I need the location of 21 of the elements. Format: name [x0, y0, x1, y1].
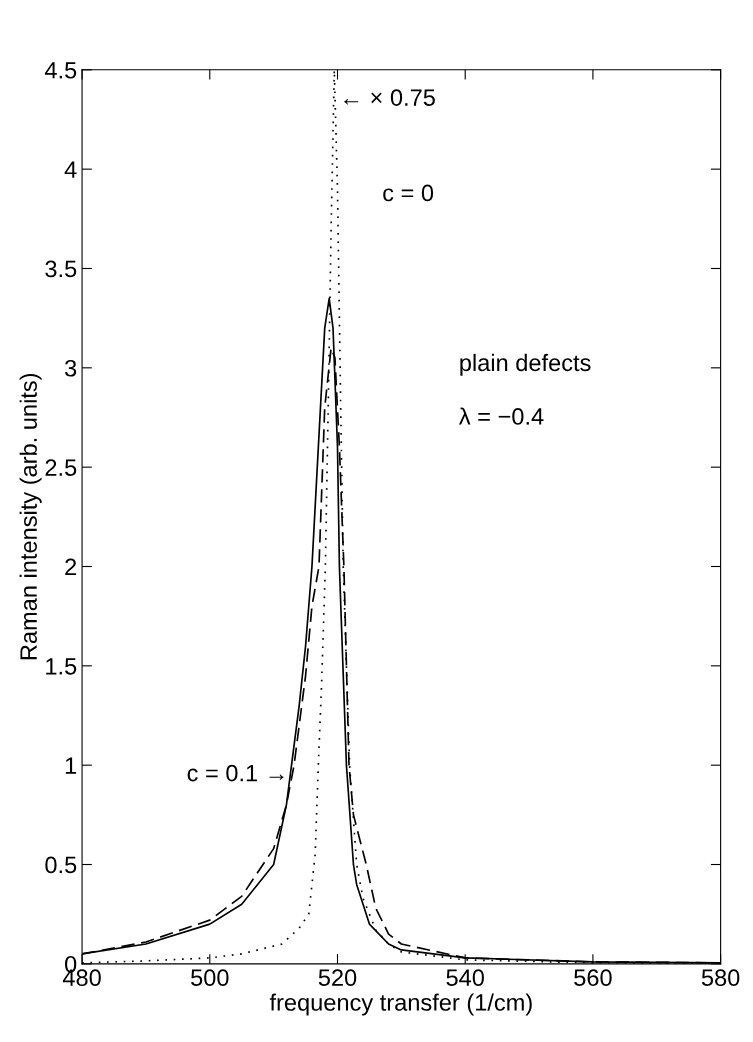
y-tick-label: 1: [65, 757, 77, 774]
y-tick-label: 4: [64, 161, 77, 178]
x-axis-title: frequency transfer (1/cm): [269, 993, 532, 1016]
x-tick-label: 560: [574, 969, 612, 987]
y-tick-label: 3.5: [45, 260, 77, 278]
annotation: c = 0: [383, 184, 434, 202]
x-tick-label: 520: [318, 969, 357, 987]
y-tick-label: 4.5: [44, 62, 77, 79]
annotation: λ = −0.4: [458, 407, 544, 425]
x-tick-label: 500: [191, 969, 229, 987]
y-axis-title: Raman intensity (arb. units): [19, 373, 42, 660]
annotation: plain defects: [460, 353, 591, 376]
y-tick-label: 2.5: [45, 459, 77, 476]
y-tick-label: 3: [64, 359, 77, 377]
y-tick-label: 0.5: [45, 856, 77, 874]
y-tick-label: 1.5: [46, 658, 77, 675]
x-tick-label: 580: [701, 969, 740, 987]
y-tick-label: 2: [65, 558, 77, 576]
annotation: c = 0.1 →: [187, 764, 284, 782]
x-tick-label: 540: [446, 969, 484, 987]
annotation: ← × 0.75: [344, 89, 435, 106]
